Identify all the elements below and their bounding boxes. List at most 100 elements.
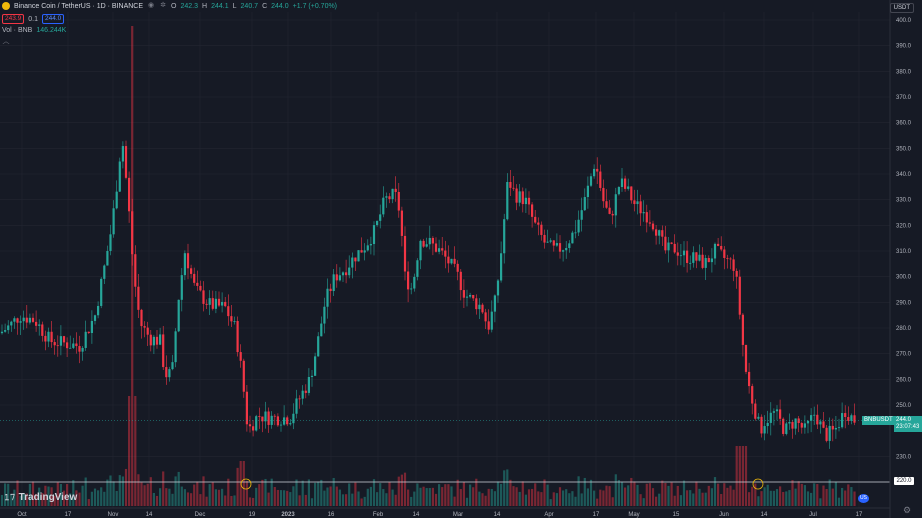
price-tick-label: 370.0: [896, 95, 912, 101]
candle-body: [171, 362, 174, 370]
volume-bar: [757, 496, 760, 506]
event-marker-jun[interactable]: [752, 478, 764, 490]
candle-body: [317, 336, 320, 357]
volume-bar: [484, 495, 487, 506]
candle-body: [549, 240, 552, 242]
tradingview-logo[interactable]: 𝟷𝟽 TradingView: [4, 492, 77, 503]
volume-bar: [425, 488, 428, 506]
volume-bar: [453, 496, 456, 506]
volume-label[interactable]: Vol · BNB: [2, 27, 33, 34]
collapse-icon[interactable]: ︿: [2, 38, 10, 45]
volume-bar: [140, 482, 143, 506]
buy-price-button[interactable]: 244.0: [42, 14, 65, 24]
candle-body: [230, 316, 233, 322]
volume-bar: [605, 485, 608, 506]
volume-bar: [782, 491, 785, 506]
candle-body: [149, 334, 152, 346]
volume-bar: [853, 491, 856, 506]
volume-bar: [267, 492, 270, 506]
candle-body: [599, 171, 602, 188]
candle-body: [726, 257, 729, 259]
candle-body: [267, 411, 270, 425]
volume-bar: [673, 495, 676, 506]
price-axis[interactable]: 400.0 390.0 380.0 370.0 360.0 350.0 340.0 330.0…: [889, 0, 912, 518]
volume-bar: [25, 493, 28, 506]
volume-bar: [571, 491, 574, 506]
gear-icon[interactable]: ⚙: [903, 505, 912, 515]
candle-body: [611, 213, 614, 216]
candle-body: [245, 391, 248, 425]
candle-body: [242, 360, 245, 392]
volume-bar: [704, 492, 707, 506]
price-tick-label: 360.0: [896, 121, 912, 127]
candle-body: [407, 271, 410, 290]
time-tick-label: 17: [593, 512, 600, 518]
volume-bar: [813, 483, 816, 506]
volume-bar: [366, 488, 369, 506]
volume-bar: [651, 488, 655, 506]
volume-bar: [44, 485, 47, 506]
currency-button[interactable]: USDT: [889, 3, 914, 13]
candle-body: [174, 331, 177, 363]
candle-body: [766, 422, 769, 427]
candle-body: [264, 411, 267, 422]
volume-bar: [270, 478, 273, 506]
volume-bar: [469, 484, 472, 506]
volume-bar: [772, 490, 775, 506]
volume-bar: [121, 476, 124, 506]
volume-bar: [627, 485, 630, 506]
candle-body: [543, 234, 546, 243]
time-tick-label: 15: [673, 512, 680, 518]
volume-bar: [382, 489, 385, 506]
candle-body: [369, 244, 372, 246]
time-tick-label: Jun: [719, 512, 729, 518]
candle-body: [459, 271, 462, 291]
candle-body: [475, 298, 478, 310]
candle-body: [97, 305, 100, 316]
candle-body: [103, 265, 106, 279]
candle-body: [115, 191, 118, 209]
volume-bar: [16, 480, 19, 506]
volume-bar: [462, 482, 465, 506]
symbol-title[interactable]: Binance Coin / TetherUS · 1D · BINANCE: [14, 2, 144, 10]
volume-bar: [679, 495, 682, 506]
sell-price-button[interactable]: 243.9: [2, 14, 25, 24]
volume-bar: [149, 477, 152, 506]
candle-body: [221, 301, 224, 306]
volume-bar: [552, 492, 555, 506]
volume-bar: [341, 494, 345, 506]
volume-bar: [146, 483, 149, 506]
candle-body: [441, 248, 444, 251]
volume-bar: [655, 496, 658, 506]
volume-bar: [137, 474, 140, 506]
level-price-tag[interactable]: 220.0: [894, 477, 914, 485]
candle-body: [410, 288, 413, 290]
candle-body: [540, 224, 543, 235]
candle-body: [695, 252, 698, 261]
high-key: H: [202, 2, 208, 10]
volume-bar: [574, 496, 577, 506]
candle-body: [357, 250, 360, 262]
event-marker-dec[interactable]: [240, 478, 252, 490]
volume-bar: [487, 488, 490, 506]
candle-body: [279, 424, 283, 426]
candle-body: [754, 403, 757, 419]
volume-bar: [447, 484, 450, 506]
volume-bar: [537, 491, 540, 506]
volume-bar: [115, 490, 118, 506]
time-axis[interactable]: Oct 17 Nov 14 Dec 19 2023 16 Feb 14 Mar 14 Apr 17 May 1…: [0, 507, 890, 518]
volume-bar: [726, 487, 729, 506]
candle-body: [62, 336, 66, 343]
candle-body: [366, 245, 369, 251]
volume-bar: [202, 476, 205, 506]
eye-icon[interactable]: ◉: [147, 2, 155, 9]
candle-body: [676, 252, 679, 256]
candle-body: [741, 314, 744, 345]
flag-icon[interactable]: US: [858, 494, 869, 503]
candle-body: [633, 200, 636, 205]
volume-bar: [794, 488, 797, 506]
volume-bar: [264, 478, 267, 506]
settings-icon[interactable]: ✲: [160, 2, 166, 9]
